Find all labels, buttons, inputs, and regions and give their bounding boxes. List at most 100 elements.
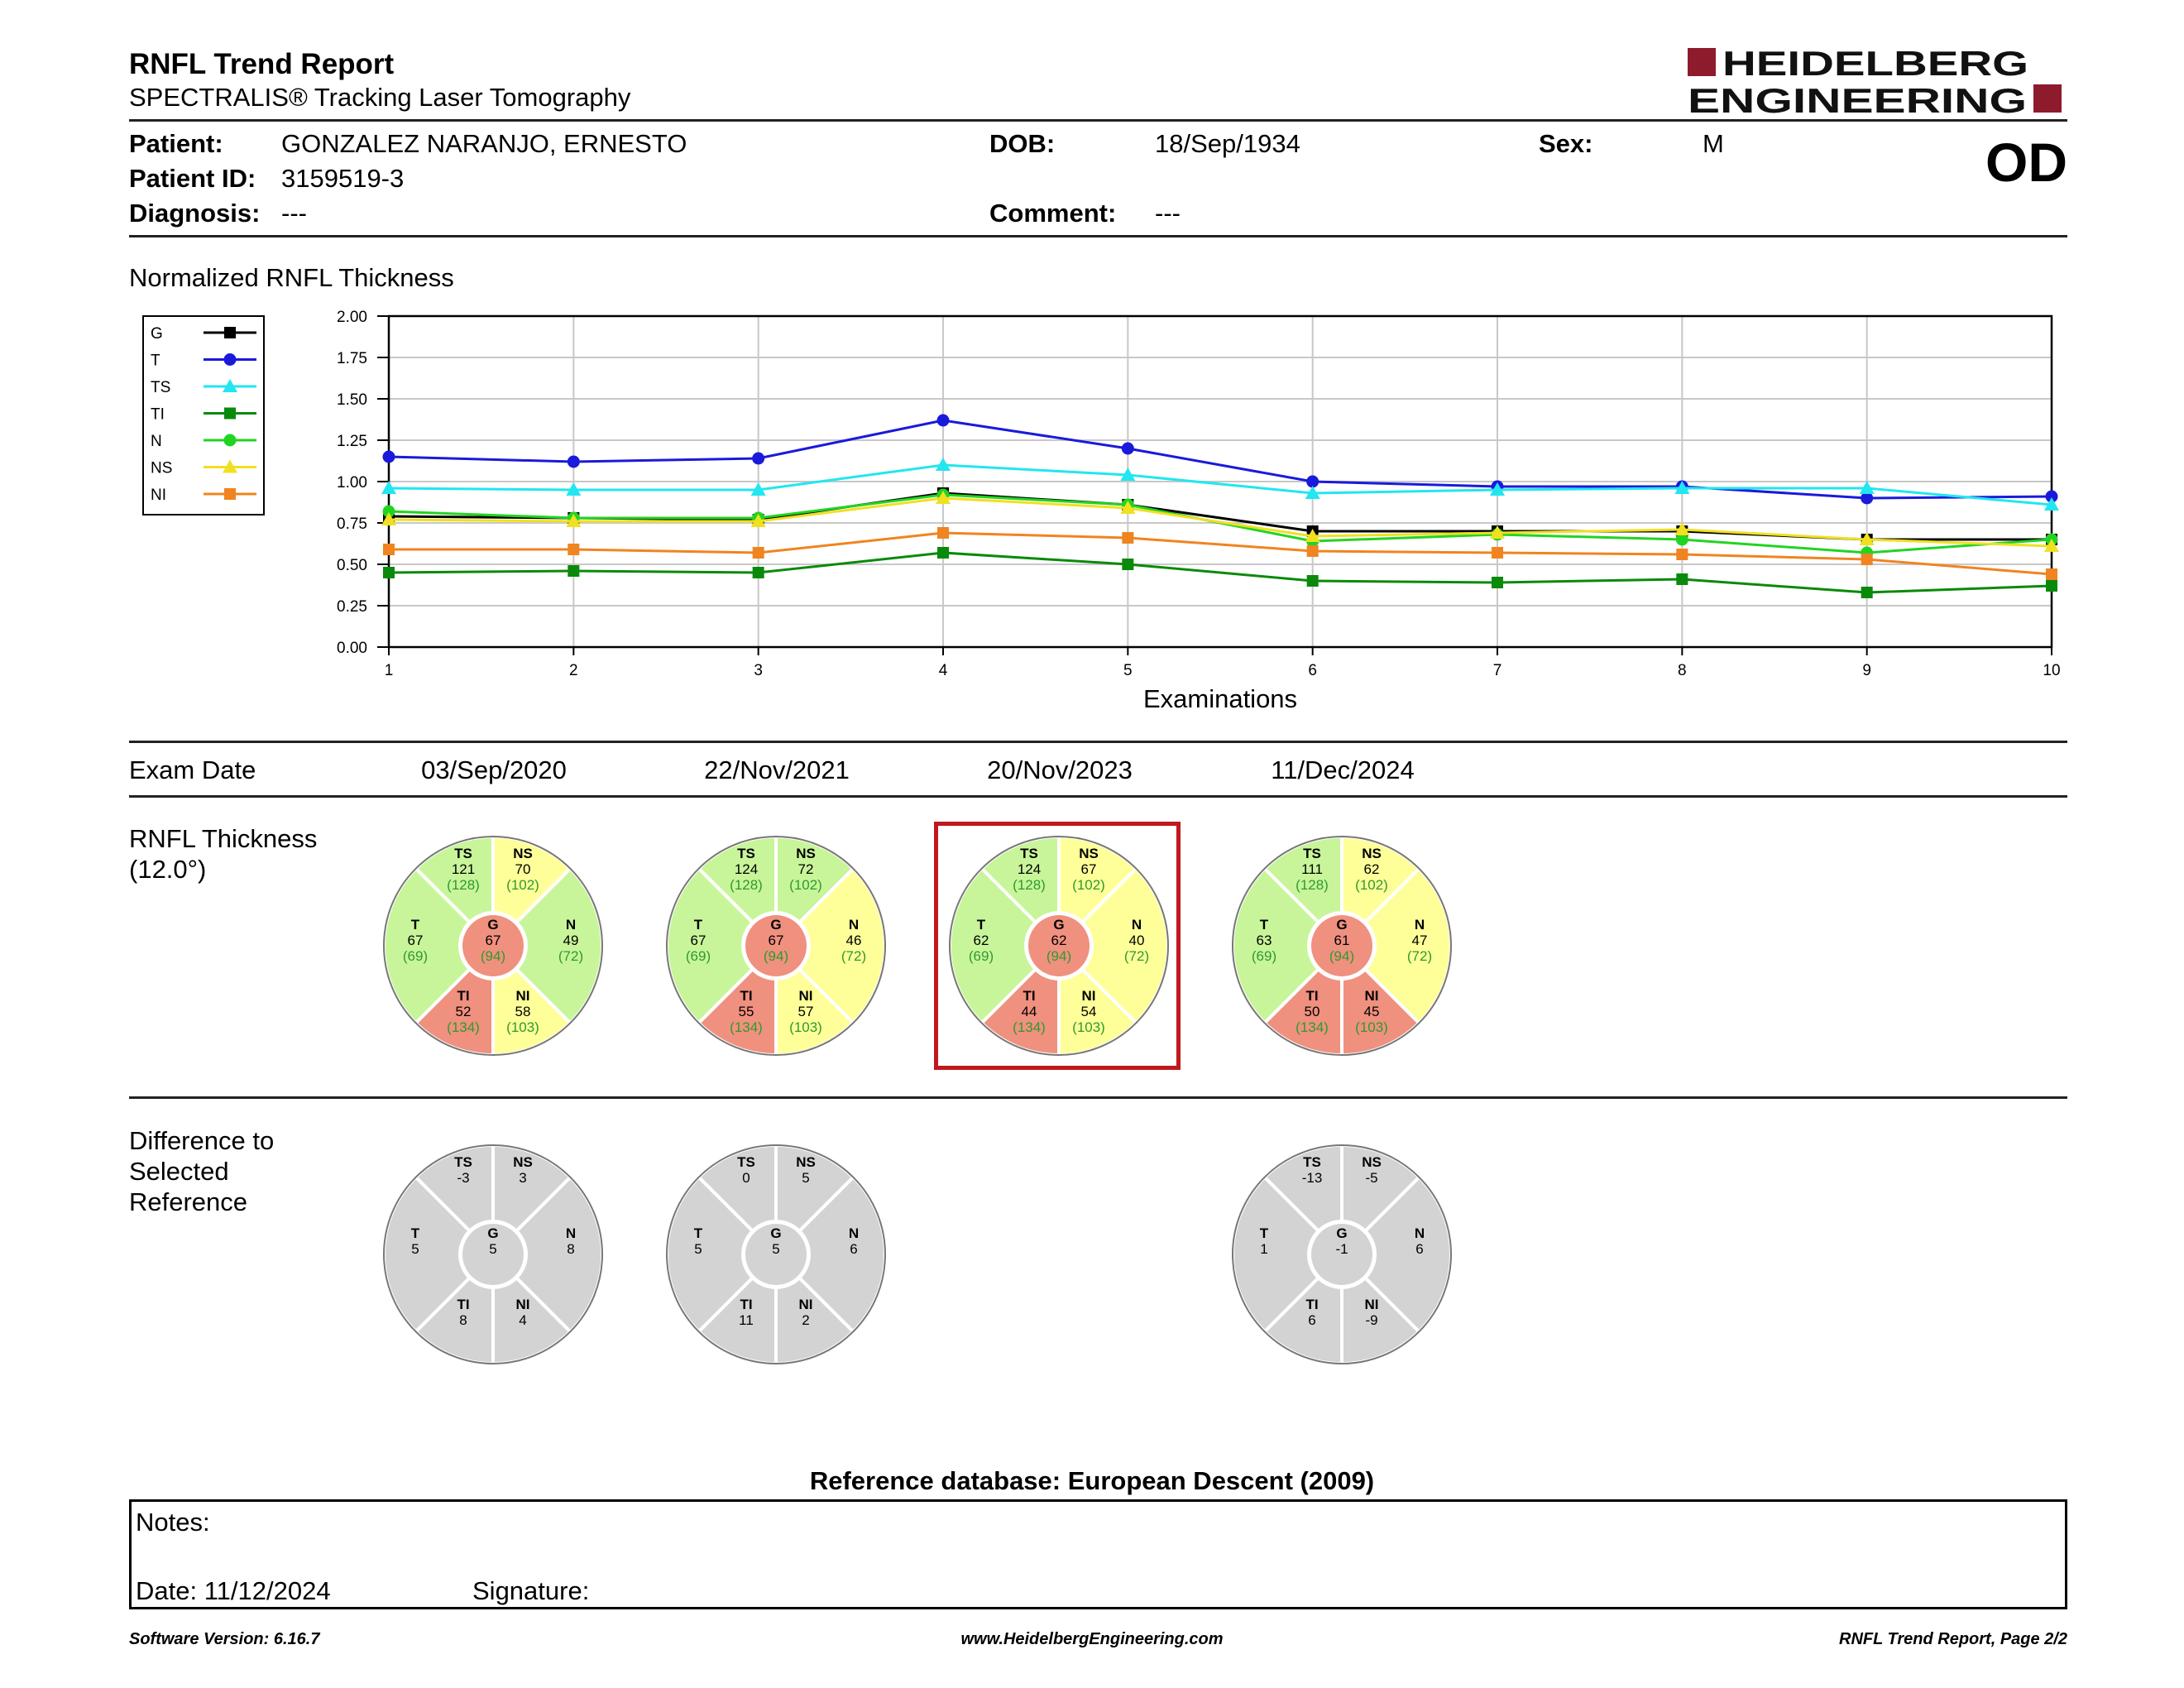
sector-name-ni: NI: [1365, 1297, 1379, 1312]
data-point-ni: [1676, 549, 1688, 560]
sector-name-ts: TS: [1303, 1154, 1321, 1170]
sector-diff-ti: 6: [1308, 1312, 1315, 1328]
sector-name-n: N: [849, 917, 859, 933]
sector-name-ns: NS: [513, 846, 533, 861]
data-point-t: [1861, 492, 1874, 505]
legend-marker-ti: [224, 407, 236, 420]
logo-text-line1: HEIDELBERG: [1722, 46, 2028, 83]
sector-name-g: G: [1336, 1225, 1347, 1241]
data-point-ni: [568, 544, 580, 555]
wheel-outline: [666, 1144, 886, 1364]
sector-value-ni: 58: [515, 1004, 531, 1019]
data-point-ti: [568, 565, 580, 577]
difference-label-line2: Selected: [129, 1157, 229, 1186]
sector-value-n: 40: [1129, 933, 1145, 948]
sector-name-n: N: [566, 917, 576, 933]
sector-normal-g: (94): [764, 948, 788, 964]
sector-normal-ni: (103): [506, 1019, 539, 1035]
thickness-divider: [129, 1096, 2067, 1099]
series-line-t: [388, 419, 2052, 500]
sector-normal-ti: (134): [1013, 1019, 1046, 1035]
sector-name-g: G: [1053, 917, 1064, 933]
sector-normal-ni: (103): [1072, 1019, 1105, 1035]
sector-diff-t: 1: [1260, 1241, 1267, 1257]
sector-g: [745, 1224, 807, 1285]
sector-name-ns: NS: [796, 846, 816, 861]
sector-name-ts: TS: [737, 1154, 755, 1170]
x-tick-label: 9: [1862, 662, 1871, 679]
sector-normal-t: (69): [1252, 948, 1276, 964]
legend-marker-n: [223, 434, 237, 447]
y-tick-label: 1.75: [337, 350, 367, 367]
sector-g: [462, 1224, 524, 1285]
sector-name-ts: TS: [737, 846, 755, 861]
y-tick-label: 2.00: [337, 309, 367, 326]
sector-normal-g: (94): [481, 948, 505, 964]
sector-name-ti: TI: [1023, 988, 1035, 1004]
header-divider: [129, 119, 2067, 122]
sector-diff-g: -1: [1335, 1241, 1348, 1257]
sex-label: Sex:: [1539, 129, 1593, 158]
patient-name: GONZALEZ NARANJO, ERNESTO: [281, 129, 687, 158]
sector-value-ts: 111: [1301, 861, 1323, 877]
legend-marker-g: [224, 327, 236, 338]
data-point-ns: [936, 491, 951, 504]
sector-name-t: T: [977, 917, 986, 933]
footer-page: RNFL Trend Report, Page 2/2: [1839, 1630, 2067, 1648]
sector-name-n: N: [849, 1225, 859, 1241]
notes-date: Date: 11/12/2024: [136, 1576, 331, 1605]
patient-id-label: Patient ID:: [129, 164, 256, 193]
x-tick-label: 4: [939, 662, 948, 679]
x-tick-label: 8: [1678, 662, 1687, 679]
sector-value-ns: 72: [798, 861, 814, 877]
sector-name-ts: TS: [1020, 846, 1038, 861]
sector-name-t: T: [1260, 1225, 1269, 1241]
data-point-ti: [2046, 580, 2057, 592]
notes-box: [129, 1499, 2067, 1609]
sector-name-g: G: [487, 917, 498, 933]
data-point-ts: [1674, 481, 1690, 494]
legend-frame: [142, 315, 265, 516]
sector-name-ti: TI: [457, 1297, 469, 1312]
heidelberg-logo: HEIDELBERG ENGINEERING: [1688, 46, 2062, 116]
comment-value: ---: [1155, 199, 1181, 228]
series-ns: [381, 491, 2059, 552]
sector-name-ns: NS: [796, 1154, 816, 1170]
sector-normal-n: (72): [558, 948, 583, 964]
sector-normal-t: (69): [686, 948, 711, 964]
x-tick-label: 2: [569, 662, 578, 679]
series-ti: [383, 547, 2057, 598]
sector-diff-ts: -3: [457, 1170, 469, 1186]
data-point-t: [567, 455, 580, 468]
data-point-ts: [381, 481, 396, 494]
sector-value-g: 61: [1334, 933, 1350, 948]
sector-name-ti: TI: [740, 988, 752, 1004]
sector-name-ts: TS: [454, 846, 472, 861]
sector-value-n: 46: [846, 933, 862, 948]
sector-normal-ni: (103): [789, 1019, 822, 1035]
data-point-ts: [936, 458, 951, 471]
data-point-ti: [1122, 559, 1134, 570]
y-tick-label: 0.75: [337, 516, 367, 533]
logo-text-line2: ENGINEERING: [1688, 81, 2027, 116]
data-point-t: [752, 452, 765, 465]
x-tick-label: 6: [1308, 662, 1317, 679]
data-point-ts: [1305, 486, 1320, 499]
legend-label-ns: NS: [151, 460, 172, 477]
sector-normal-ns: (102): [789, 877, 822, 893]
thickness-wheel: TS121(128)NS70(102)T67(69)N49(72)TI52(13…: [382, 834, 604, 1057]
sector-normal-ts: (128): [1013, 877, 1046, 893]
data-point-ni: [1306, 545, 1319, 557]
data-point-ts: [1859, 481, 1875, 494]
data-point-ti: [1861, 587, 1873, 598]
sector-name-g: G: [487, 1225, 498, 1241]
sector-normal-g: (94): [1329, 948, 1354, 964]
data-point-ti: [1306, 575, 1319, 587]
sector-diff-g: 5: [489, 1241, 496, 1257]
exam-date-1: 03/Sep/2020: [421, 755, 567, 784]
x-tick-label: 10: [2043, 662, 2060, 679]
logo-square-top: [1688, 48, 1716, 76]
sector-normal-ns: (102): [1072, 877, 1105, 893]
